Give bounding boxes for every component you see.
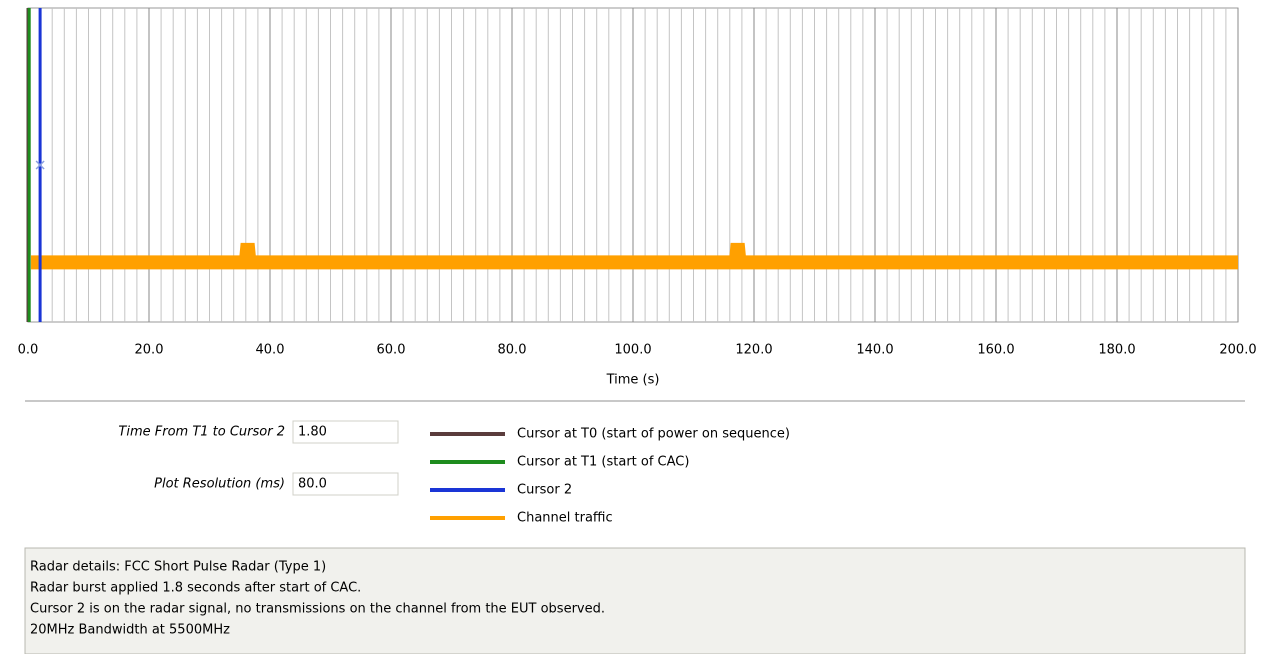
details-box (24, 547, 1246, 654)
field-value: 1.80 (298, 425, 327, 440)
x-tick-label: 20.0 (135, 343, 164, 358)
x-tick-label: 100.0 (614, 343, 651, 358)
x-axis-label: Time (s) (606, 373, 660, 388)
cursor-handle[interactable] (35, 160, 45, 170)
field-label: Plot Resolution (ms) (154, 477, 285, 492)
x-tick-label: 80.0 (498, 343, 527, 358)
details-line: Radar burst applied 1.8 seconds after st… (30, 581, 361, 596)
legend-label: Cursor 2 (517, 483, 572, 498)
legend-label: Channel traffic (517, 511, 613, 526)
x-tick-label: 0.0 (18, 343, 39, 358)
x-tick-label: 160.0 (977, 343, 1014, 358)
x-tick-label: 120.0 (735, 343, 772, 358)
field-value: 80.0 (298, 477, 327, 492)
x-tick-label: 40.0 (256, 343, 285, 358)
field-label: Time From T1 to Cursor 2 (118, 425, 285, 440)
channel-traffic (31, 242, 1238, 270)
field-box[interactable] (292, 472, 399, 496)
x-tick-label: 180.0 (1098, 343, 1135, 358)
legend-label: Cursor at T1 (start of CAC) (517, 455, 689, 470)
details-line: Radar details: FCC Short Pulse Radar (Ty… (30, 560, 326, 575)
details-line: Cursor 2 is on the radar signal, no tran… (30, 602, 605, 617)
details-line: 20MHz Bandwidth at 5500MHz (30, 623, 230, 638)
x-tick-label: 200.0 (1219, 343, 1256, 358)
field-box[interactable] (292, 420, 399, 444)
legend-label: Cursor at T0 (start of power on sequence… (517, 427, 790, 442)
x-tick-label: 60.0 (377, 343, 406, 358)
x-tick-label: 140.0 (856, 343, 893, 358)
